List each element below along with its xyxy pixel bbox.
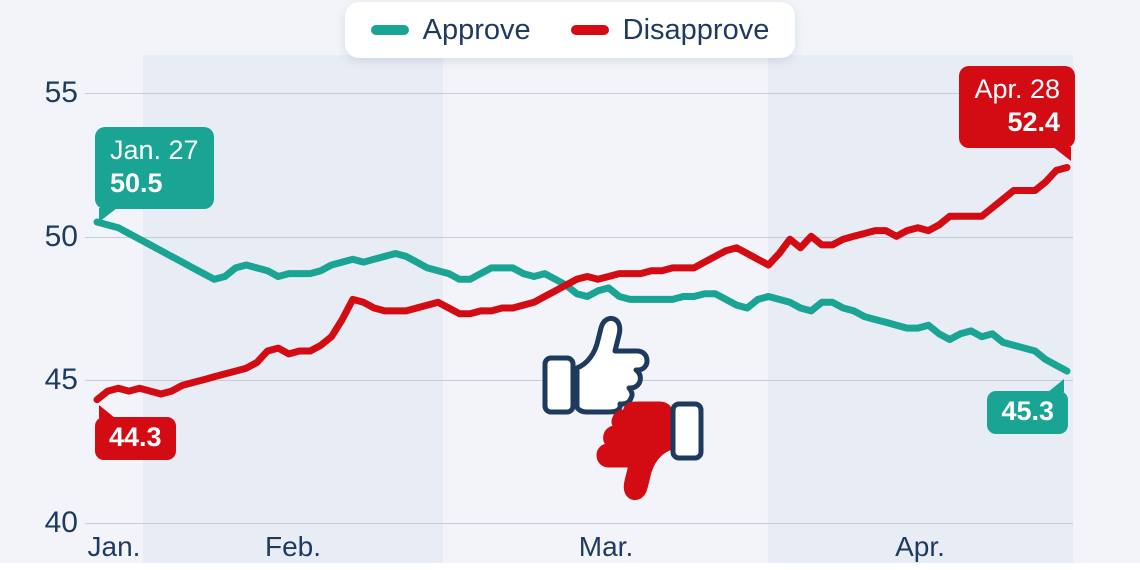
legend: Approve Disapprove <box>345 2 795 58</box>
legend-approve-label: Approve <box>422 13 531 46</box>
legend-item-approve[interactable]: Approve <box>370 13 531 47</box>
callout-tail <box>99 405 115 418</box>
disapprove-start-callout: 44.3 <box>95 405 176 460</box>
approve-start-callout: Jan. 27 50.5 <box>95 127 214 222</box>
disapprove-line <box>93 164 1071 404</box>
approve-swatch-icon <box>370 25 409 35</box>
approve-end-callout: 45.3 <box>987 379 1068 434</box>
callout-tail <box>99 208 117 222</box>
x-tick-feb: Feb. <box>264 531 322 562</box>
y-tick-45: 45 <box>44 363 78 396</box>
gridline-50 <box>85 237 1073 238</box>
thumbs-up-icon <box>542 315 650 415</box>
gridline-40 <box>85 523 1073 524</box>
y-tick-40: 40 <box>44 506 78 539</box>
x-tick-mar: Mar. <box>578 531 634 562</box>
callout-tail <box>1053 147 1071 161</box>
approve-start-value: 50.5 <box>110 168 163 198</box>
approve-line <box>93 218 1071 375</box>
gridline-55 <box>85 93 1073 94</box>
y-tick-50: 50 <box>44 220 78 253</box>
approve-start-date: Jan. 27 <box>110 135 199 165</box>
disapprove-start-value: 44.3 <box>109 422 162 452</box>
thumbs-watermark <box>533 310 713 510</box>
disapprove-swatch-icon <box>570 25 609 35</box>
legend-item-disapprove[interactable]: Disapprove <box>570 13 770 47</box>
bottom-margin <box>0 563 1140 570</box>
disapprove-end-date: Apr. 28 <box>974 74 1060 104</box>
y-tick-55: 55 <box>44 76 78 109</box>
thumbs-down-icon <box>596 401 704 501</box>
disapprove-end-callout: Apr. 28 52.4 <box>959 66 1075 161</box>
approve-end-value: 45.3 <box>1001 396 1054 426</box>
legend-disapprove-label: Disapprove <box>622 13 770 46</box>
x-tick-jan: Jan. <box>87 531 141 562</box>
callout-tail <box>1048 379 1064 392</box>
disapprove-end-value: 52.4 <box>1007 107 1060 137</box>
x-tick-apr: Apr. <box>895 531 945 562</box>
